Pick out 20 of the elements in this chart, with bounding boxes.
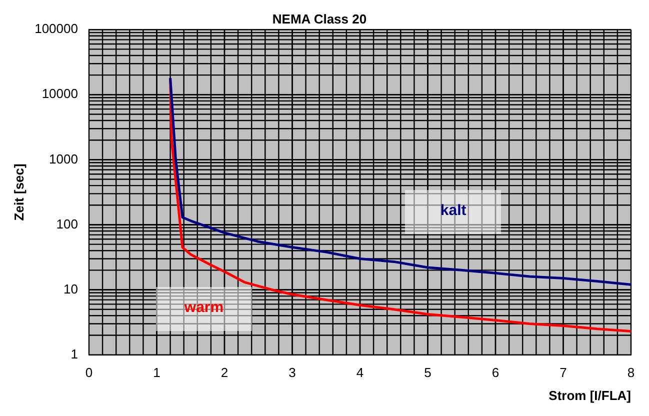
series-label: warm	[183, 299, 225, 316]
y-tick-label: 10	[64, 281, 78, 296]
x-axis-title: Strom [I/FLA]	[548, 388, 631, 403]
y-tick-label: 1000	[49, 151, 78, 166]
y-tick-label: 100	[56, 216, 78, 232]
y-tick-label: 100000	[34, 21, 78, 36]
y-tick-label: 1	[70, 346, 78, 362]
y-axis-title: Zeit [sec]	[11, 164, 26, 221]
y-tick-label: 10000	[42, 86, 78, 102]
x-tick-label: 0	[85, 365, 93, 380]
x-tick-label: 8	[627, 365, 635, 380]
x-tick-label: 1	[153, 365, 160, 380]
x-tick-label: 2	[220, 365, 228, 380]
x-tick-label: 3	[288, 365, 296, 380]
x-tick-label: 5	[424, 365, 432, 380]
x-tick-label: 4	[356, 365, 364, 380]
x-tick-label: 7	[560, 365, 567, 380]
text: kalt	[439, 202, 468, 219]
x-tick-label: 6	[492, 365, 500, 380]
chart-title: NEMA Class 20	[272, 11, 367, 26]
